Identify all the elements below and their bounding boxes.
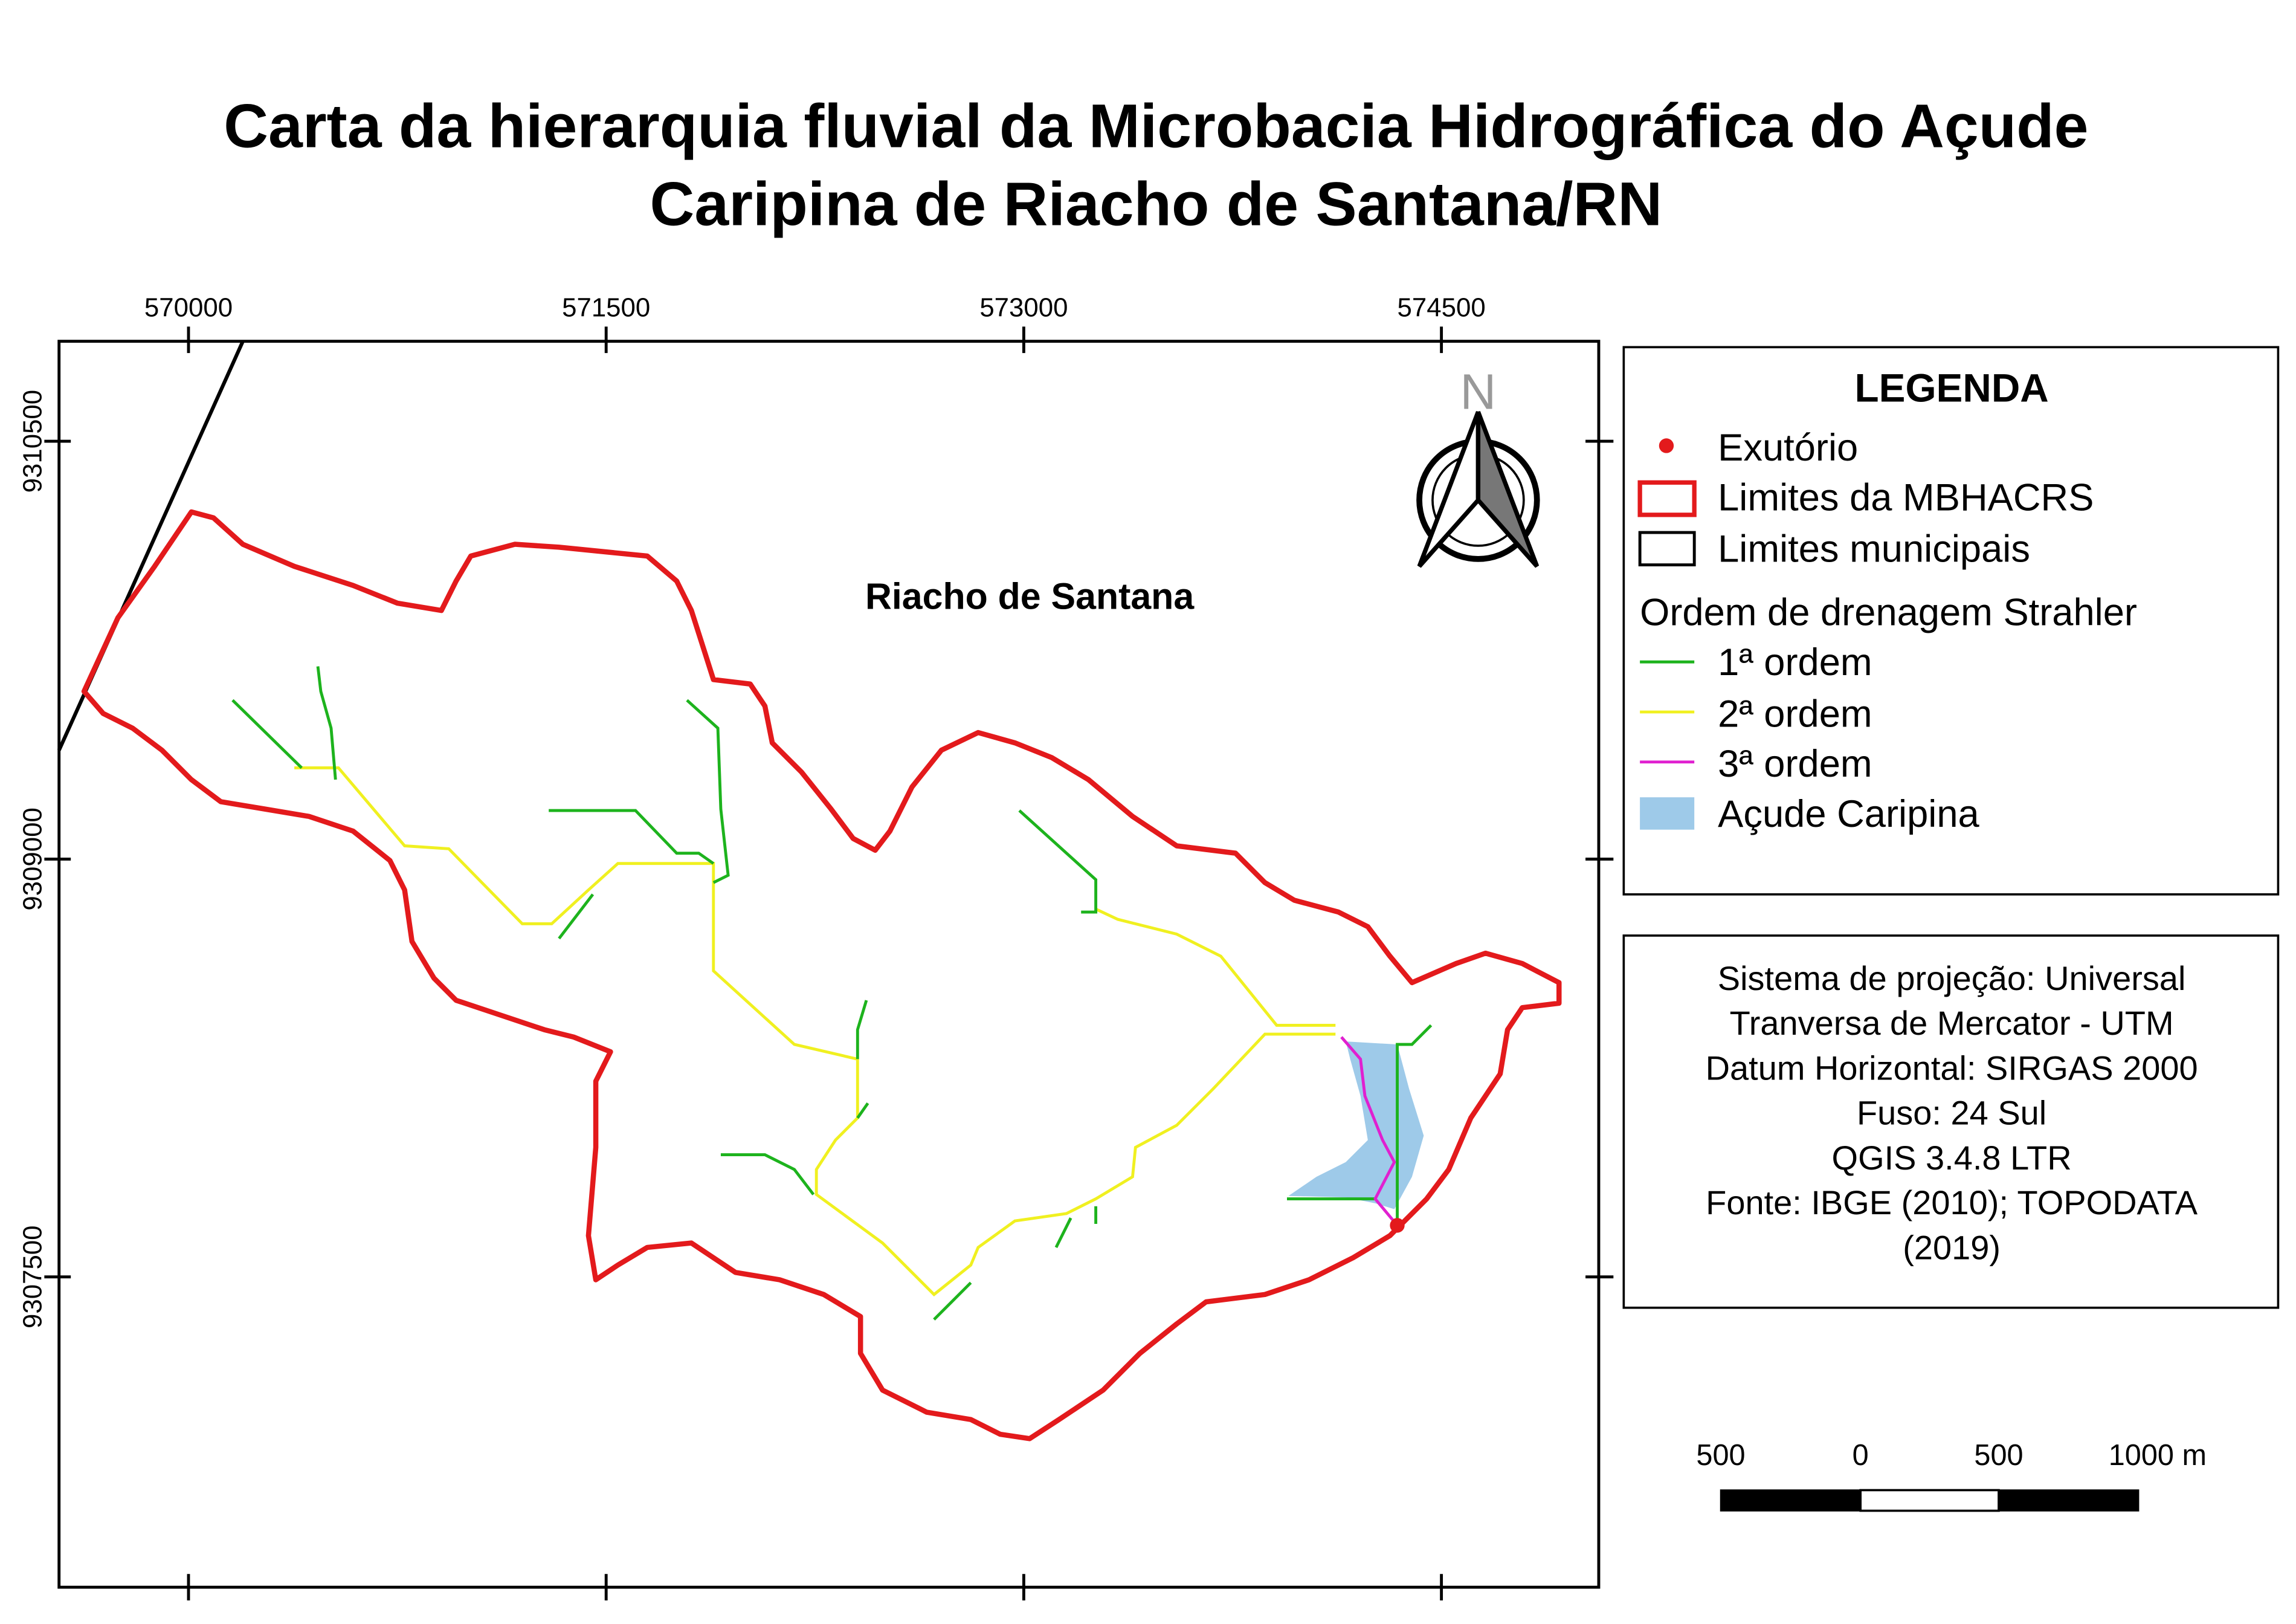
third-order-stream: [1340, 1036, 1399, 1226]
place-label: Riacho de Santana: [865, 576, 1195, 617]
legend-subtitle: Ordem de drenagem Strahler: [1640, 591, 2137, 633]
legend-entry: Limites municipais: [1718, 528, 2030, 571]
legend-entry: 1ª ordem: [1718, 641, 1872, 684]
x-tick-label: 574500: [1398, 293, 1486, 322]
stream: [686, 699, 730, 884]
legend-title: LEGENDA: [1854, 366, 2048, 410]
legend-entry: Açude Caripina: [1718, 793, 1979, 835]
scale-segment: [1998, 1489, 2140, 1512]
y-tick-label: 9310500: [18, 390, 48, 493]
second-order-streams: [294, 766, 1336, 1297]
scale-segment: [1720, 1489, 1862, 1512]
scale-label: 500: [1696, 1439, 1745, 1472]
stream: [1054, 1217, 1072, 1249]
info-line: (2019): [1903, 1228, 2001, 1266]
legend-entry: 3ª ordem: [1718, 743, 1872, 785]
legend-box: [1622, 346, 2280, 896]
y-tick-label: 9307500: [18, 1225, 48, 1328]
x-tick-label: 571500: [562, 293, 650, 322]
title: Caripina de Riacho de Santana/RN: [650, 169, 1663, 238]
scale-label: 500: [1974, 1439, 2023, 1472]
stream: [231, 699, 303, 769]
stream: [933, 1281, 972, 1321]
legend-entry: 2ª ordem: [1718, 693, 1872, 735]
symbol-outlet: [1659, 438, 1674, 453]
stream: [720, 1153, 815, 1195]
info-frame: [1622, 934, 2280, 1309]
legend-entry: Limites da MBHACRS: [1718, 477, 2094, 519]
info-line: Tranversa de Mercator - UTM: [1730, 1004, 2174, 1042]
info-line: Fonte: IBGE (2010); TOPODATA: [1706, 1183, 2198, 1221]
north-half: [1475, 411, 1540, 568]
stream: [1018, 809, 1098, 914]
stream: [1095, 907, 1336, 1027]
north-arrow: N: [1416, 364, 1540, 568]
map-frame: Riacho de Santana N: [44, 326, 1614, 1601]
scale-bar: 500 0 500 1000 m: [1696, 1439, 2207, 1512]
stream: [856, 1102, 869, 1119]
y-tick-label: 9309000: [18, 807, 48, 911]
frame: [57, 340, 1601, 1589]
first-order-streams: [231, 666, 1433, 1321]
stream: [294, 766, 1336, 1297]
outlet: [1390, 1218, 1405, 1233]
stream: [856, 1000, 868, 1059]
scale-segment: [1859, 1489, 2000, 1512]
stream: [549, 809, 715, 865]
info-line: Sistema de projeção: Universal: [1718, 959, 2186, 997]
stream: [1396, 1024, 1433, 1226]
reservoir: [1288, 1041, 1424, 1209]
symbol-municipal: [1638, 531, 1696, 567]
title: Carta da hierarquia fluvial da Microbaci…: [224, 91, 2088, 160]
legend-entry: Exutório: [1718, 427, 1858, 469]
x-tick-label: 570000: [144, 293, 233, 322]
info-box: Sistema de projeção: Universal Tranversa …: [1622, 934, 2280, 1309]
scale-label: 0: [1853, 1439, 1869, 1472]
scale-label: 1000 m: [2109, 1439, 2207, 1472]
stream: [558, 893, 595, 940]
x-tick-label: 573000: [979, 293, 1068, 322]
info-line: QGIS 3.4.8 LTR: [1832, 1139, 2072, 1177]
basin-limit: [81, 509, 1562, 1441]
north-label: N: [1460, 364, 1497, 420]
stream: [316, 666, 337, 780]
symbol-basin: [1637, 480, 1697, 517]
info-line: Datum Horizontal: SIRGAS 2000: [1706, 1049, 2198, 1087]
legend: LEGENDA Exutório Limites da MBHACRS Limi…: [1622, 346, 2280, 896]
info-line: Fuso: 24 Sul: [1857, 1094, 2046, 1132]
symbol-reservoir: [1640, 797, 1695, 830]
